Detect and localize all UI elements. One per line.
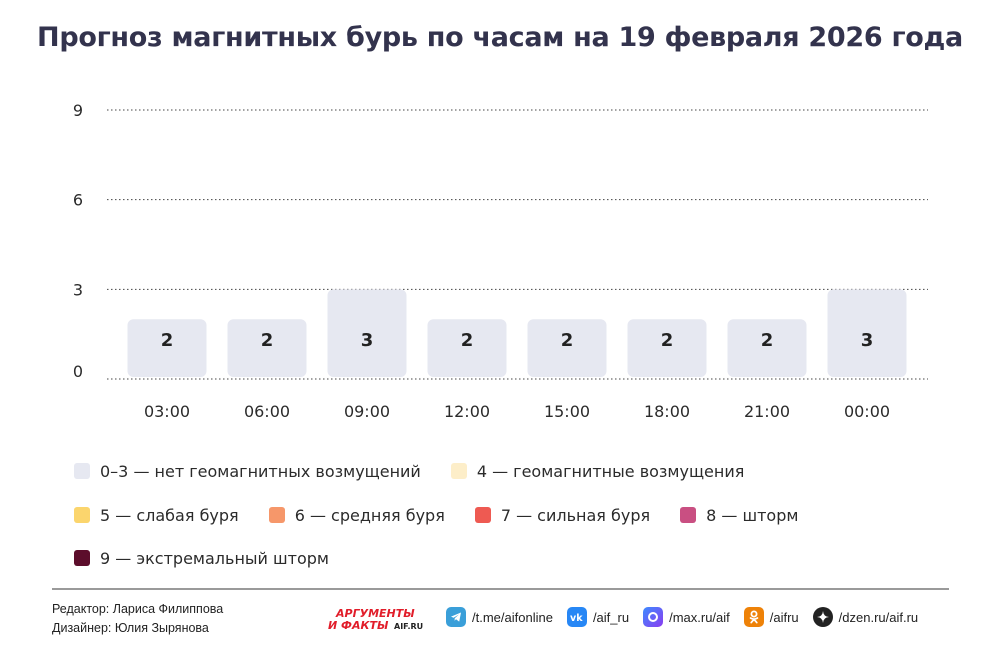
legend-item-9: 9 — экстремальный шторм (74, 549, 329, 568)
y-tick-label: 9 (73, 101, 83, 120)
legend-label: 6 — средняя буря (294, 505, 445, 525)
legend-item-7: 7 — сильная буря (474, 505, 651, 525)
legend-swatch (268, 507, 285, 523)
bar-value-label: 2 (761, 330, 774, 351)
bar-value-label: 2 (561, 330, 574, 351)
legend-item-6: 6 — средняя буря (268, 505, 445, 525)
logo-text-bottom: И ФАКТЫ (328, 619, 389, 632)
legend-swatch (474, 507, 491, 523)
legend-swatch (74, 507, 90, 523)
dzen-label: /dzen.ru/aif.ru (838, 609, 919, 625)
legend-label: 9 — экстремальный шторм (100, 548, 329, 568)
designer-credit: Дизайнер: Юлия Зырянова (52, 621, 209, 635)
x-tick-label: 00:00 (844, 402, 890, 421)
bar-value-label: 3 (361, 330, 374, 351)
legend-swatch (74, 550, 90, 566)
ok-link[interactable]: /aifru (743, 607, 799, 627)
telegram-label: /t.me/aifonline (472, 609, 553, 625)
legend-label: 7 — сильная буря (500, 505, 651, 525)
vk-label: /aif_ru (592, 609, 630, 625)
x-tick-label: 09:00 (344, 402, 390, 421)
bar-value-label: 2 (661, 330, 674, 351)
telegram-link[interactable]: /t.me/aifonline (446, 607, 553, 627)
bar (727, 319, 807, 377)
vk-link[interactable]: vk /aif_ru (566, 607, 630, 627)
legend-item-5: 5 — слабая буря (74, 506, 239, 525)
x-tick-label: 12:00 (444, 402, 490, 421)
bar (327, 289, 407, 377)
x-tick-label: 18:00 (644, 402, 690, 421)
ok-label: /aifru (769, 609, 799, 625)
y-tick-label: 6 (73, 191, 83, 210)
telegram-icon (446, 607, 466, 627)
bar (827, 289, 907, 377)
legend-item-4: 4 — геомагнитные возмущения (450, 461, 745, 481)
dzen-link[interactable]: /dzen.ru/aif.ru (812, 607, 919, 627)
bar (227, 319, 307, 377)
bar-chart: 0 3 6 9 2 03:00 2 06:00 3 09:00 2 12:00 2 15:00 2 18:00… (73, 101, 928, 421)
max-icon (643, 607, 664, 627)
bar-value-label: 2 (161, 330, 174, 351)
logo-domain: AIF.RU (394, 622, 423, 631)
aif-logo: АРГУМЕНТЫ И ФАКТЫ AIF.RU (328, 607, 423, 632)
x-tick-label: 03:00 (144, 402, 190, 421)
vk-icon: vk (566, 607, 587, 627)
bar (627, 319, 707, 377)
bar-value-label: 3 (861, 330, 874, 351)
max-link[interactable]: /max.ru/aif (643, 607, 730, 627)
bar-value-label: 2 (261, 330, 274, 351)
x-tick-label: 06:00 (244, 402, 290, 421)
legend-row-2: 5 — слабая буря 6 — средняя буря 7 — сил… (74, 504, 828, 526)
legend-swatch (450, 463, 467, 479)
editor-credit: Редактор: Лариса Филиппова (52, 602, 224, 616)
bar-value-label: 2 (461, 330, 474, 351)
legend-label: 8 — шторм (706, 505, 799, 525)
legend-label: 4 — геомагнитные возмущения (476, 461, 745, 481)
y-tick-label: 3 (73, 280, 83, 299)
legend-row-3: 9 — экстремальный шторм (74, 547, 359, 569)
bar (527, 319, 607, 377)
legend-item-0-3: 0–3 — нет геомагнитных возмущений (74, 462, 421, 481)
y-tick-label: 0 (73, 362, 83, 381)
legend-label: 5 — слабая буря (100, 505, 239, 525)
ok-icon (743, 607, 764, 627)
dzen-icon (812, 607, 833, 627)
legend-row-1: 0–3 — нет геомагнитных возмущений 4 — ге… (74, 460, 774, 482)
svg-text:vk: vk (570, 613, 583, 622)
bar (427, 319, 507, 377)
legend-label: 0–3 — нет геомагнитных возмущений (100, 461, 421, 481)
max-label: /max.ru/aif (669, 609, 730, 625)
legend-swatch (680, 507, 697, 523)
social-links: /t.me/aifonline vk /aif_ru /max.ru/aif /… (446, 607, 932, 627)
legend-item-8: 8 — шторм (680, 506, 798, 525)
logo-text-top: АРГУМЕНТЫ (335, 607, 415, 620)
bar (127, 319, 207, 377)
chart-title: Прогноз магнитных бурь по часам на 19 фе… (37, 22, 963, 53)
x-tick-label: 21:00 (744, 402, 790, 421)
credits: Редактор: Лариса Филиппова Дизайнер: Юли… (52, 600, 223, 638)
footer-divider (52, 588, 949, 590)
x-tick-label: 15:00 (544, 402, 590, 421)
legend-swatch (74, 463, 90, 479)
